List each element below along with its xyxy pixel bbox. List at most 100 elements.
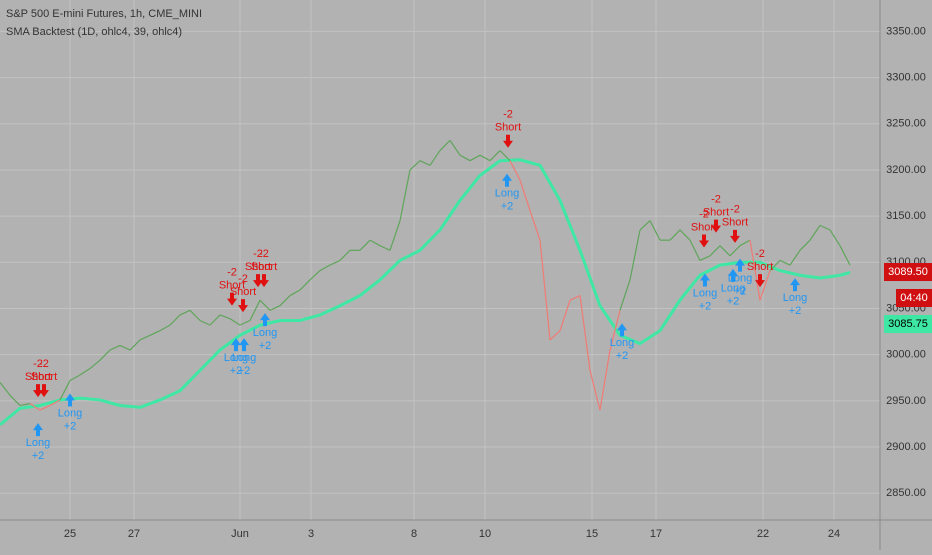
- trade-qty: -2: [755, 248, 765, 260]
- trade-label: Short: [495, 122, 521, 134]
- trade-label: Short: [25, 371, 51, 383]
- trade-qty: -2: [227, 267, 237, 279]
- price-segment: [259, 299, 271, 311]
- price-segment: [809, 225, 821, 241]
- price-segment: [769, 260, 781, 272]
- price-segment: [439, 139, 451, 151]
- trade-label: Long: [253, 327, 277, 339]
- trade-qty: +2: [727, 296, 740, 308]
- trade-qty: +2: [501, 201, 514, 213]
- price-segment: [159, 324, 171, 332]
- price-segment: [699, 255, 711, 262]
- trade-label: Long: [728, 273, 752, 285]
- trade-qty: -2: [259, 248, 269, 260]
- price-segment: [119, 344, 131, 351]
- countdown-label: 04:40: [900, 292, 928, 304]
- y-tick-label: 3000.00: [886, 349, 926, 361]
- price-segment: [759, 270, 771, 301]
- price-segment: [709, 245, 721, 257]
- countdown-box: [896, 289, 932, 308]
- price-segment: [269, 305, 281, 311]
- price-segment: [619, 279, 631, 311]
- long-arrow: [239, 338, 249, 352]
- price-segment: [369, 239, 381, 247]
- short-arrow: [711, 219, 721, 233]
- price-segment: [359, 239, 371, 251]
- price-segment: [109, 344, 121, 351]
- price-segment: [509, 160, 521, 181]
- x-tick-label: 22: [757, 528, 769, 540]
- price-segment: [629, 229, 641, 280]
- price-segment: [79, 368, 91, 376]
- x-tick-label: 3: [308, 528, 314, 540]
- price-segment: [799, 239, 811, 251]
- price-segment: [59, 380, 71, 401]
- last-price-box: [884, 263, 932, 282]
- x-tick-label: 17: [650, 528, 662, 540]
- price-segment: [429, 150, 441, 166]
- chart-title: S&P 500 E-mini Futures, 1h, CME_MINI: [6, 8, 202, 20]
- price-segment: [319, 264, 331, 272]
- trade-qty: +2: [32, 450, 45, 462]
- x-tick-label: 10: [479, 528, 491, 540]
- trade-qty: +2: [64, 420, 77, 432]
- price-segment: [389, 220, 401, 251]
- price-segment: [179, 309, 191, 316]
- long-arrow: [65, 393, 75, 407]
- price-segment: [99, 349, 111, 361]
- price-segment: [529, 210, 541, 241]
- trade-label: Short: [245, 261, 271, 273]
- short-arrow: [730, 229, 740, 243]
- trade-label: Long: [58, 407, 82, 419]
- price-segment: [209, 314, 221, 326]
- price-segment: [149, 330, 161, 336]
- sma-line: [0, 158, 851, 427]
- trade-qty: -2: [699, 208, 709, 220]
- y-tick-label: 2900.00: [886, 441, 926, 453]
- price-segment: [409, 160, 421, 171]
- trade-qty: -2: [39, 358, 49, 370]
- price-segment: [219, 314, 231, 320]
- price-segment: [49, 399, 61, 406]
- trade-qty: -2: [253, 248, 263, 260]
- short-arrow: [503, 134, 513, 148]
- y-tick-label: 2850.00: [886, 487, 926, 499]
- price-segment: [139, 334, 151, 341]
- long-arrow: [700, 273, 710, 287]
- price-segment: [29, 403, 41, 411]
- price-segment: [469, 154, 481, 162]
- trade-label: Long: [721, 283, 745, 295]
- price-segment: [229, 318, 241, 326]
- x-tick-label: 8: [411, 528, 417, 540]
- price-segment: [829, 229, 841, 247]
- trade-qty: +2: [699, 300, 712, 312]
- price-segment: [459, 154, 471, 162]
- sma-price-box: [884, 315, 932, 334]
- price-segment: [289, 289, 301, 297]
- chart-subtitle: SMA Backtest (1D, ohlc4, 39, ohlc4): [6, 26, 182, 38]
- x-tick-label: 15: [586, 528, 598, 540]
- price-segment: [0, 382, 11, 396]
- x-tick-label: 27: [128, 528, 140, 540]
- price-segment: [399, 169, 411, 221]
- price-segment: [449, 140, 461, 156]
- trade-qty: +2: [259, 340, 272, 352]
- short-arrow: [755, 274, 765, 288]
- long-arrow: [33, 423, 43, 437]
- price-segment: [779, 259, 791, 266]
- trade-label: Short: [251, 261, 277, 273]
- price-segment: [169, 314, 181, 326]
- long-arrow: [617, 323, 627, 337]
- x-tick-label: Jun: [231, 528, 249, 540]
- sma-price-label: 3085.75: [888, 318, 928, 330]
- trade-label: Short: [703, 207, 729, 219]
- price-segment: [649, 220, 661, 241]
- trade-label: Long: [693, 287, 717, 299]
- y-tick-label: 3250.00: [886, 118, 926, 130]
- price-segment: [519, 179, 531, 211]
- trade-qty: -2: [33, 358, 43, 370]
- price-segment: [819, 224, 831, 231]
- trade-label: Short: [747, 261, 773, 273]
